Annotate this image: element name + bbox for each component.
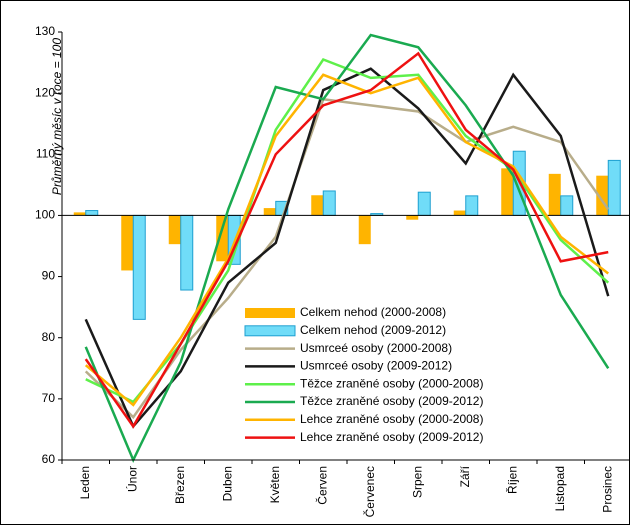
legend-swatch <box>245 308 295 318</box>
y-axis-title: Průměrný měsíc v roce = 100 <box>50 38 64 195</box>
bar <box>180 214 194 291</box>
bar <box>548 173 561 216</box>
bar <box>560 195 574 216</box>
y-tick-label: 110 <box>36 146 55 160</box>
bar <box>216 215 229 262</box>
x-tick-label: Listopad <box>553 466 567 511</box>
y-tick-label: 90 <box>42 269 56 283</box>
x-tick-label: Leden <box>78 466 92 499</box>
bar <box>417 191 431 216</box>
y-tick-label: 60 <box>42 452 56 466</box>
x-tick-label: Květen <box>268 466 282 503</box>
y-tick-label: 70 <box>42 391 56 405</box>
bar <box>453 210 466 216</box>
bar <box>168 215 181 245</box>
y-tick-label: 120 <box>35 85 55 99</box>
line <box>84 97 610 420</box>
y-tick-label: 130 <box>35 24 55 38</box>
line <box>84 51 609 429</box>
bar <box>501 168 514 216</box>
bar <box>358 215 371 245</box>
bar <box>311 195 324 216</box>
x-tick-label: Říjen <box>504 466 519 494</box>
bar <box>406 215 419 220</box>
y-tick-label: 80 <box>42 330 56 344</box>
bar <box>465 195 479 216</box>
legend-label: Těžce zraněné osoby (2009-2012) <box>300 394 483 408</box>
bar <box>263 208 276 216</box>
x-tick-label: Únor <box>124 466 139 492</box>
y-tick-label: 100 <box>35 208 55 222</box>
legend-label: Celkem nehod (2000-2008) <box>300 305 446 319</box>
legend-label: Těžce zraněné osoby (2000-2008) <box>300 376 483 390</box>
legend-label: Celkem nehod (2009-2012) <box>300 323 446 337</box>
x-tick-label: Březen <box>173 466 187 504</box>
legend-label: Usmrceé osoby (2009-2012) <box>300 359 452 373</box>
legend-label: Usmrceé osoby (2000-2008) <box>300 341 452 355</box>
bar <box>73 212 86 216</box>
legend-label: Lehce zraněné osoby (2000-2008) <box>300 412 483 426</box>
bar <box>322 190 336 216</box>
legend-swatch <box>244 325 296 337</box>
bar <box>85 210 99 216</box>
line <box>84 73 610 407</box>
x-tick-label: Září <box>458 465 472 487</box>
bar <box>132 214 146 320</box>
x-tick-label: Červen <box>314 466 329 505</box>
x-tick-label: Duben <box>220 466 234 501</box>
bar <box>607 159 621 216</box>
x-tick-label: Červenec <box>362 466 377 517</box>
x-tick-label: Prosinec <box>600 466 614 513</box>
legend-label: Lehce zraněné osoby (2009-2012) <box>300 430 483 444</box>
line <box>84 33 610 464</box>
bar <box>121 215 134 271</box>
x-tick-label: Srpen <box>410 466 424 498</box>
